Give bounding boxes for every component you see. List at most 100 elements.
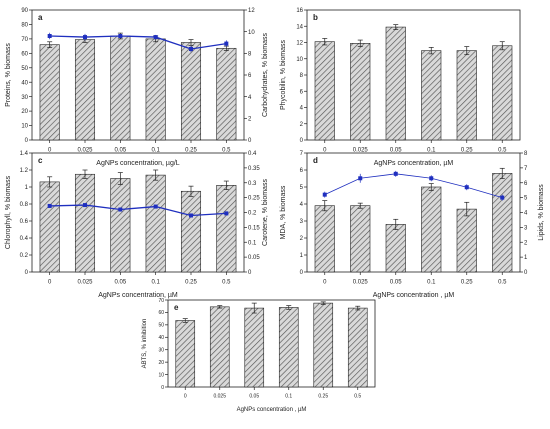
y2-tick-label: 0 xyxy=(248,138,252,144)
y-tick-label: 6 xyxy=(300,89,304,95)
line-point xyxy=(500,195,505,200)
plot-frame xyxy=(167,299,376,388)
line-point xyxy=(153,35,158,40)
x-tick-label: 0.1 xyxy=(151,280,160,286)
y2-tick-label: 10 xyxy=(248,30,255,36)
y-tick-label: 70 xyxy=(158,298,164,304)
y-tick-label: 1.4 xyxy=(20,151,29,157)
y2-tick-label: 0.25 xyxy=(248,196,260,202)
bar xyxy=(350,43,371,141)
bar xyxy=(314,41,335,141)
bar xyxy=(350,205,371,273)
x-tick-label: 0.25 xyxy=(461,280,473,286)
panel-label: c xyxy=(38,156,43,165)
y-tick-label: 10 xyxy=(21,124,28,130)
bar xyxy=(492,45,513,141)
x-tick-label: 0 xyxy=(323,148,327,154)
x-tick-label: 0.025 xyxy=(77,280,93,286)
y2-tick-label: 0.4 xyxy=(248,151,257,157)
y-tick-label: 80 xyxy=(21,23,28,29)
line-point xyxy=(224,41,229,46)
line-point xyxy=(464,185,469,190)
y-tick-label: 60 xyxy=(21,51,28,57)
y2-tick-label: 3 xyxy=(524,225,528,231)
y-tick-label: 4 xyxy=(300,106,304,112)
x-tick-label: 0.5 xyxy=(498,280,507,286)
line-point xyxy=(83,35,87,40)
bar xyxy=(492,173,513,273)
bar xyxy=(39,181,60,273)
plot-frame xyxy=(31,152,245,273)
y-tick-label: 20 xyxy=(158,360,164,366)
x-axis-title: AgNPs concentration, µM xyxy=(98,292,178,299)
y-tick-label: 30 xyxy=(21,95,28,101)
y2-tick-label: 6 xyxy=(248,73,252,79)
bar xyxy=(175,320,196,388)
line-point xyxy=(189,213,193,218)
y-tick-label: 0.8 xyxy=(20,202,29,208)
x-tick-label: 0.025 xyxy=(77,148,93,154)
y2-tick-label: 8 xyxy=(524,151,528,157)
line-point xyxy=(429,176,434,181)
y2-tick-label: 8 xyxy=(248,51,252,57)
bar xyxy=(314,205,335,273)
bar xyxy=(456,208,477,273)
y-tick-label: 0 xyxy=(161,385,164,391)
y-tick-label: 14 xyxy=(296,24,303,30)
bar xyxy=(385,26,406,141)
chart-panel-a: 0 10 20 30 40 50 60 70 80 90 0 2 4 6 8 10 12 0 0.025 0.05 0.… xyxy=(5,8,269,167)
plot-frame xyxy=(31,9,245,141)
y2-tick-label: 2 xyxy=(248,116,252,122)
bar xyxy=(313,302,334,388)
y-tick-label: 0 xyxy=(300,138,304,144)
y-tick-label: 4 xyxy=(300,202,304,208)
y-tick-label: 0.4 xyxy=(20,236,29,242)
y-tick-label: 60 xyxy=(158,310,164,316)
y2-axis-title: Carbohydrates, % biomass xyxy=(262,32,269,117)
x-tick-label: 0.05 xyxy=(390,148,402,154)
y-tick-label: 2 xyxy=(300,122,304,128)
bar xyxy=(39,44,60,141)
bar xyxy=(209,306,230,388)
line-series xyxy=(49,204,227,217)
x-tick-label: 0.025 xyxy=(213,394,226,400)
bar xyxy=(145,38,166,141)
y-tick-label: 1.2 xyxy=(20,168,29,174)
chart-panel-c: 0 0.2 0.4 0.6 0.8 1 1.2 1.4 0 0.05 0.1 0.15 0.2 0.25 0… xyxy=(5,151,269,299)
y-tick-label: 1 xyxy=(300,253,304,259)
y-tick-label: 20 xyxy=(21,109,28,115)
y-axis-title: Phycobilin, % biomass xyxy=(280,39,287,110)
x-tick-label: 0.05 xyxy=(114,280,126,286)
y2-axis-title: Lipids, % biomass xyxy=(538,184,545,241)
line-point xyxy=(224,211,229,216)
y-tick-label: 50 xyxy=(158,323,164,329)
y2-tick-label: 4 xyxy=(248,95,252,101)
chart-panel-b: 0 2 4 6 8 10 12 14 16 0 0.025 0.05 0.1 0.25 0.5 b AgNPs … xyxy=(280,8,521,167)
panel-label: b xyxy=(313,13,318,22)
bar xyxy=(421,186,442,273)
line-point xyxy=(322,192,327,197)
bar xyxy=(145,174,166,273)
y2-tick-label: 4 xyxy=(524,211,528,217)
y2-tick-label: 0 xyxy=(248,270,252,276)
bar xyxy=(421,50,442,141)
y-tick-label: 2 xyxy=(300,236,304,242)
y-tick-label: 12 xyxy=(296,41,303,47)
chart-panel-d: 0 1 2 3 4 5 6 7 0 1 2 3 4 5 6 7 8 0 0.025 0.05 0.1 0.25 0.5 d Ag… xyxy=(280,151,545,299)
y-tick-label: 90 xyxy=(21,8,28,14)
x-tick-label: 0.1 xyxy=(285,394,292,400)
y-tick-label: 0 xyxy=(25,270,29,276)
y2-tick-label: 0.2 xyxy=(248,211,257,217)
line-series xyxy=(324,173,503,199)
x-tick-label: 0.5 xyxy=(498,148,507,154)
y-axis-title: MDA, % biomass xyxy=(280,185,287,239)
y2-tick-label: 2 xyxy=(524,240,528,246)
x-tick-label: 0.025 xyxy=(353,148,369,154)
x-tick-label: 0.5 xyxy=(222,280,231,286)
line-point xyxy=(153,204,158,209)
x-axis-title: AgNPs concentration , µM xyxy=(373,292,455,299)
line-point xyxy=(83,203,87,208)
x-tick-label: 0.025 xyxy=(353,280,369,286)
y-tick-label: 10 xyxy=(296,57,303,63)
